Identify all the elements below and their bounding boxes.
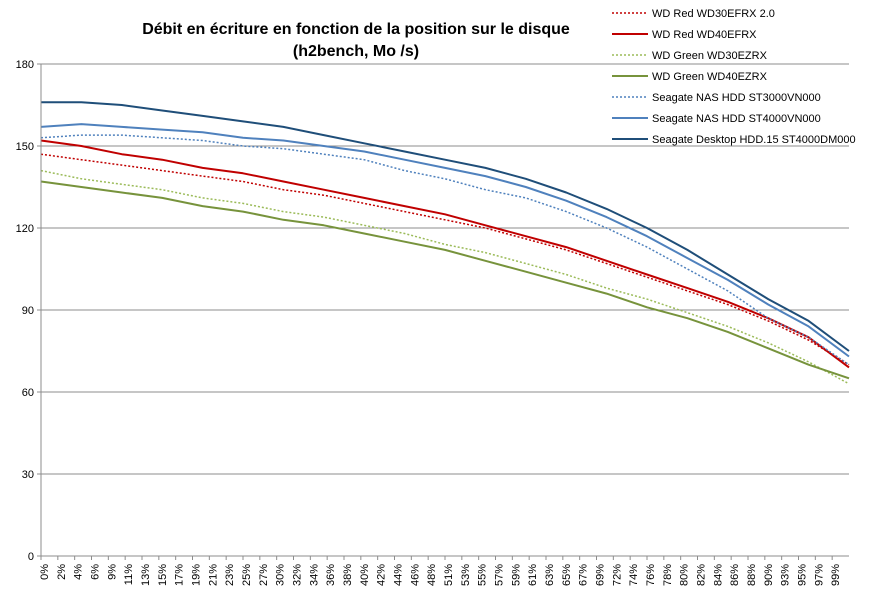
x-tick-label: 40% xyxy=(359,564,371,586)
grid-lines xyxy=(41,63,849,475)
x-tick-label: 13% xyxy=(140,564,152,586)
y-tick-label: 30 xyxy=(22,469,34,481)
x-tick-label: 23% xyxy=(224,564,236,586)
legend-label: WD Green WD30EZRX xyxy=(652,50,768,62)
x-tick-label: 95% xyxy=(797,564,809,586)
series-line xyxy=(40,139,850,369)
y-axis-ticks: 0 30 60 90 120 150 180 xyxy=(16,59,41,563)
x-tick-label: 11% xyxy=(123,564,135,585)
x-tick-label: 57% xyxy=(494,564,506,586)
x-tick-label: 84% xyxy=(712,564,724,586)
x-tick-label: 80% xyxy=(679,564,691,586)
x-tick-label: 44% xyxy=(393,564,405,586)
x-tick-label: 51% xyxy=(443,564,455,586)
legend-label: Seagate Desktop HDD.15 ST4000DM000 xyxy=(652,134,856,146)
x-tick-label: 61% xyxy=(527,564,539,586)
x-axis-ticks: 0% 2% 4% 6% 9% 11% 13% 15% 17% 19% 21% 23% 25% 27% 30%… xyxy=(39,556,842,586)
series-line xyxy=(40,153,850,366)
series-line xyxy=(41,101,850,352)
x-tick-label: 99% xyxy=(830,564,842,586)
y-tick-label: 180 xyxy=(16,59,34,71)
series-line xyxy=(40,123,850,358)
x-tick-label: 76% xyxy=(645,564,657,586)
x-tick-label: 90% xyxy=(763,564,775,586)
x-tick-label: 55% xyxy=(477,564,489,586)
x-tick-label: 19% xyxy=(191,564,203,586)
y-tick-label: 150 xyxy=(16,141,34,153)
x-tick-label: 78% xyxy=(662,564,674,586)
x-tick-label: 4% xyxy=(73,564,85,580)
x-tick-label: 72% xyxy=(611,564,623,586)
x-tick-label: 69% xyxy=(595,564,607,586)
chart-title-line: Débit en écriture en fonction de la posi… xyxy=(142,21,570,38)
x-tick-label: 63% xyxy=(544,564,556,586)
x-tick-label: 30% xyxy=(275,564,287,586)
x-tick-label: 17% xyxy=(174,564,186,586)
legend-label: WD Red WD40EFRX xyxy=(652,29,757,41)
x-tick-label: 6% xyxy=(90,564,102,580)
x-tick-label: 27% xyxy=(258,564,270,586)
chart-title: Débit en écriture en fonction de la posi… xyxy=(142,21,570,60)
series-lines xyxy=(40,101,850,385)
x-tick-label: 0% xyxy=(39,564,51,580)
y-tick-label: 0 xyxy=(28,551,34,563)
legend-label: WD Red WD30EFRX 2.0 xyxy=(652,8,775,20)
legend-label: Seagate NAS HDD ST4000VN000 xyxy=(652,113,821,125)
axes xyxy=(40,64,849,557)
x-tick-label: 36% xyxy=(325,564,337,586)
x-tick-label: 34% xyxy=(308,564,320,586)
legend: WD Red WD30EFRX 2.0 WD Red WD40EFRX WD Gre… xyxy=(612,8,856,146)
x-tick-label: 93% xyxy=(780,564,792,586)
y-tick-label: 90 xyxy=(22,305,34,317)
x-tick-label: 38% xyxy=(342,564,354,586)
x-tick-label: 59% xyxy=(510,564,522,586)
chart-title-line: (h2bench, Mo /s) xyxy=(293,43,419,60)
y-tick-label: 60 xyxy=(22,387,34,399)
series-line xyxy=(40,180,850,380)
x-tick-label: 48% xyxy=(426,564,438,586)
legend-label: WD Green WD40EZRX xyxy=(652,71,768,83)
y-tick-label: 120 xyxy=(16,223,34,235)
series-line xyxy=(40,169,850,385)
x-tick-label: 65% xyxy=(561,564,573,586)
x-tick-label: 88% xyxy=(746,564,758,586)
x-tick-label: 97% xyxy=(813,564,825,586)
x-tick-label: 67% xyxy=(578,564,590,586)
x-tick-label: 21% xyxy=(207,564,219,586)
x-tick-label: 53% xyxy=(460,564,472,586)
x-tick-label: 74% xyxy=(628,564,640,586)
x-tick-label: 42% xyxy=(376,564,388,586)
x-tick-label: 9% xyxy=(106,564,118,580)
x-tick-label: 46% xyxy=(409,564,421,586)
x-tick-label: 25% xyxy=(241,564,253,586)
x-tick-label: 32% xyxy=(292,564,304,586)
x-tick-label: 86% xyxy=(729,564,741,586)
x-tick-label: 2% xyxy=(56,564,68,580)
legend-label: Seagate NAS HDD ST3000VN000 xyxy=(652,92,821,104)
x-tick-label: 15% xyxy=(157,564,169,586)
x-tick-label: 82% xyxy=(696,564,708,586)
